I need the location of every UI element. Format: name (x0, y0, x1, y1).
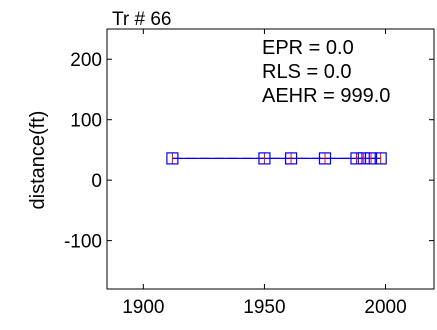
annotation-epr: EPR = 0.0 (262, 37, 354, 59)
annotation-aehr: AEHR = 999.0 (262, 85, 390, 107)
y-tick-label: 100 (70, 111, 102, 132)
data-point (284, 152, 298, 165)
y-tick-label: -100 (64, 232, 102, 253)
y-tick-label: 0 (91, 171, 102, 192)
x-tick-label: 1900 (122, 297, 164, 318)
data-markers (166, 152, 387, 165)
data-point (258, 152, 271, 165)
annotation-rls: RLS = 0.0 (262, 61, 352, 83)
data-point (357, 152, 370, 165)
x-tick-label: 2000 (364, 297, 406, 318)
axis-ticks (107, 29, 434, 289)
data-point (364, 152, 378, 165)
data-point (318, 152, 332, 165)
chart-title: Tr # 66 (112, 9, 172, 30)
y-tick-label: 200 (70, 50, 102, 71)
data-point (166, 152, 179, 165)
y-axis-label: distance(ft) (27, 111, 49, 210)
data-point (350, 152, 363, 165)
x-tick-label: 1950 (243, 297, 285, 318)
tick-labels: 1900 1950 2000 200 100 0 -100 (64, 50, 407, 318)
data-point (374, 152, 387, 165)
